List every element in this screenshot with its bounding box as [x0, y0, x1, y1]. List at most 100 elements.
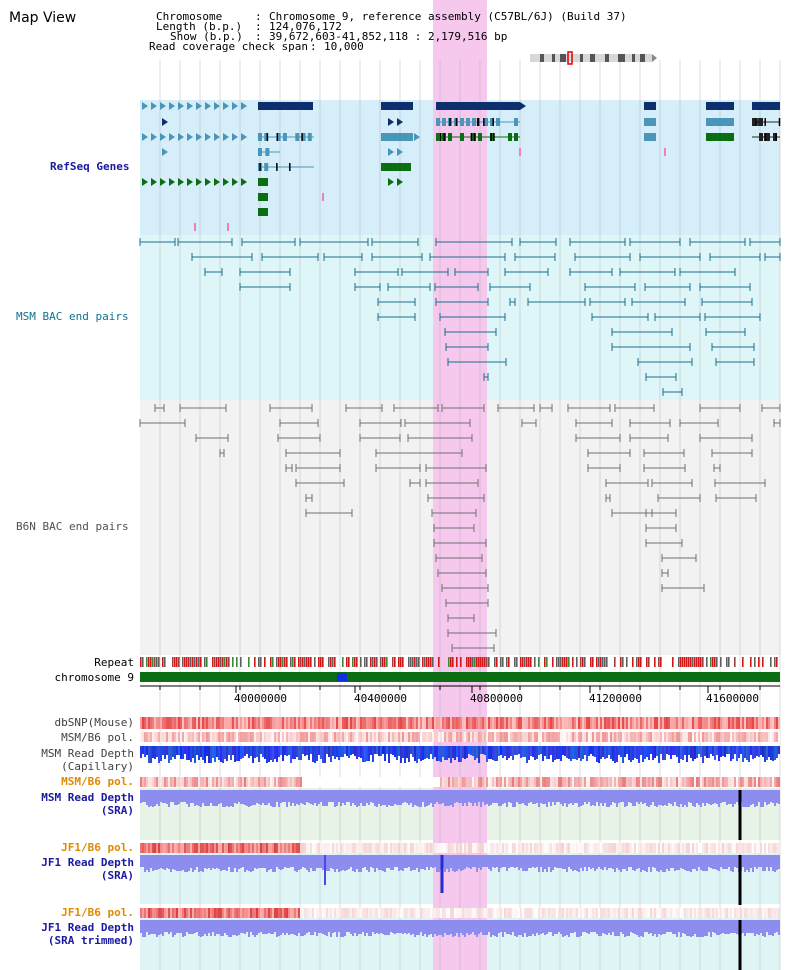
length-label: Length (b.p.): [156, 20, 243, 33]
depth-bar: [238, 746, 240, 761]
heat-cell: [254, 777, 256, 787]
depth-bar: [722, 746, 724, 756]
depth-spike: [760, 932, 762, 933]
heat-cell: [346, 843, 348, 853]
heat-cell: [614, 777, 616, 787]
heat-cell: [462, 777, 464, 787]
exon: [265, 148, 270, 156]
depth-spike: [438, 867, 440, 872]
heat-cell: [740, 717, 742, 729]
depth-bar: [610, 746, 612, 759]
heat-cell: [710, 777, 712, 787]
exon-edge: [455, 118, 458, 126]
depth-spike: [610, 932, 612, 935]
heat-cell: [496, 777, 498, 787]
heat-cell: [518, 843, 520, 853]
heat-cell: [374, 777, 376, 787]
depth-bar: [572, 746, 574, 759]
depth-spike: [732, 802, 734, 807]
depth-bar: [560, 746, 562, 761]
heat-cell: [568, 843, 570, 853]
track-label-msm-bac[interactable]: MSM BAC end pairs: [16, 310, 129, 323]
track-label-b6n-bac[interactable]: B6N BAC end pairs: [16, 520, 129, 533]
heat-cell: [336, 717, 338, 729]
heat-cell: [590, 843, 592, 853]
depth-spike: [430, 802, 432, 803]
heat-cell: [166, 717, 168, 729]
strand-arrow: [205, 102, 211, 110]
heat-cell: [428, 843, 430, 853]
track-label-refseq[interactable]: RefSeq Genes: [50, 160, 130, 173]
heat-cell: [192, 843, 194, 853]
track-label-jf1-b6-pol-2: JF1/B6 pol.: [61, 906, 134, 919]
depth-bar: [140, 746, 142, 758]
heat-cell: [618, 908, 620, 918]
depth-band: [140, 855, 780, 867]
ideogram-marker: [567, 51, 573, 65]
repeat-element: [470, 657, 472, 667]
heat-cell: [706, 908, 708, 918]
heat-cell: [182, 717, 184, 729]
depth-spike: [518, 932, 520, 935]
heat-cell: [694, 843, 696, 853]
depth-spike: [258, 932, 260, 933]
heat-cell: [206, 908, 208, 918]
heat-cell: [332, 908, 334, 918]
depth-bar: [622, 746, 624, 763]
repeat-element: [646, 657, 648, 667]
heat-cell: [648, 732, 650, 742]
depth-spike: [394, 932, 396, 934]
depth-bar: [404, 746, 406, 763]
heat-cell: [650, 908, 652, 918]
heat-cell: [404, 908, 406, 918]
depth-bar: [768, 746, 770, 757]
heat-cell: [570, 843, 572, 853]
heat-cell: [248, 732, 250, 742]
depth-spike: [778, 867, 780, 869]
repeat-element: [258, 657, 260, 667]
depth-bar: [562, 746, 564, 755]
depth-spike: [280, 867, 282, 870]
heat-cell: [572, 843, 574, 853]
heat-cell: [490, 843, 492, 853]
depth-spike: [544, 867, 546, 869]
depth-spike: [736, 932, 738, 934]
depth-spike: [168, 932, 170, 934]
depth-bar: [208, 746, 210, 763]
depth-spike: [596, 867, 598, 869]
exon-edge: [775, 133, 777, 141]
depth-spike: [632, 802, 634, 806]
depth-bar: [196, 746, 198, 755]
depth-spike: [168, 802, 170, 807]
depth-spike: [486, 802, 488, 804]
heat-cell: [706, 732, 708, 742]
depth-spike: [400, 802, 402, 805]
repeat-element: [154, 657, 156, 667]
heat-cell: [262, 777, 264, 787]
depth-spike: [522, 867, 524, 871]
heat-cell: [486, 908, 488, 918]
depth-bar: [352, 746, 354, 754]
depth-bar: [656, 746, 658, 756]
heat-cell: [164, 908, 166, 918]
depth-spike: [392, 802, 394, 806]
marker: [519, 148, 521, 156]
heat-cell: [776, 732, 778, 742]
heat-cell: [688, 717, 690, 729]
depth-spike: [200, 867, 202, 871]
heat-cell: [378, 777, 380, 787]
heat-cell: [290, 843, 292, 853]
depth-spike: [506, 802, 508, 807]
depth-spike: [388, 802, 390, 805]
depth-spike: [660, 802, 662, 805]
repeat-element: [742, 657, 744, 667]
heat-cell: [426, 732, 428, 742]
heat-cell: [454, 843, 456, 853]
heat-cell: [164, 732, 166, 742]
depth-bar: [296, 746, 298, 757]
heat-cell: [234, 717, 236, 729]
heat-cell: [440, 777, 442, 787]
heat-cell: [648, 777, 650, 787]
repeat-element: [376, 657, 378, 667]
